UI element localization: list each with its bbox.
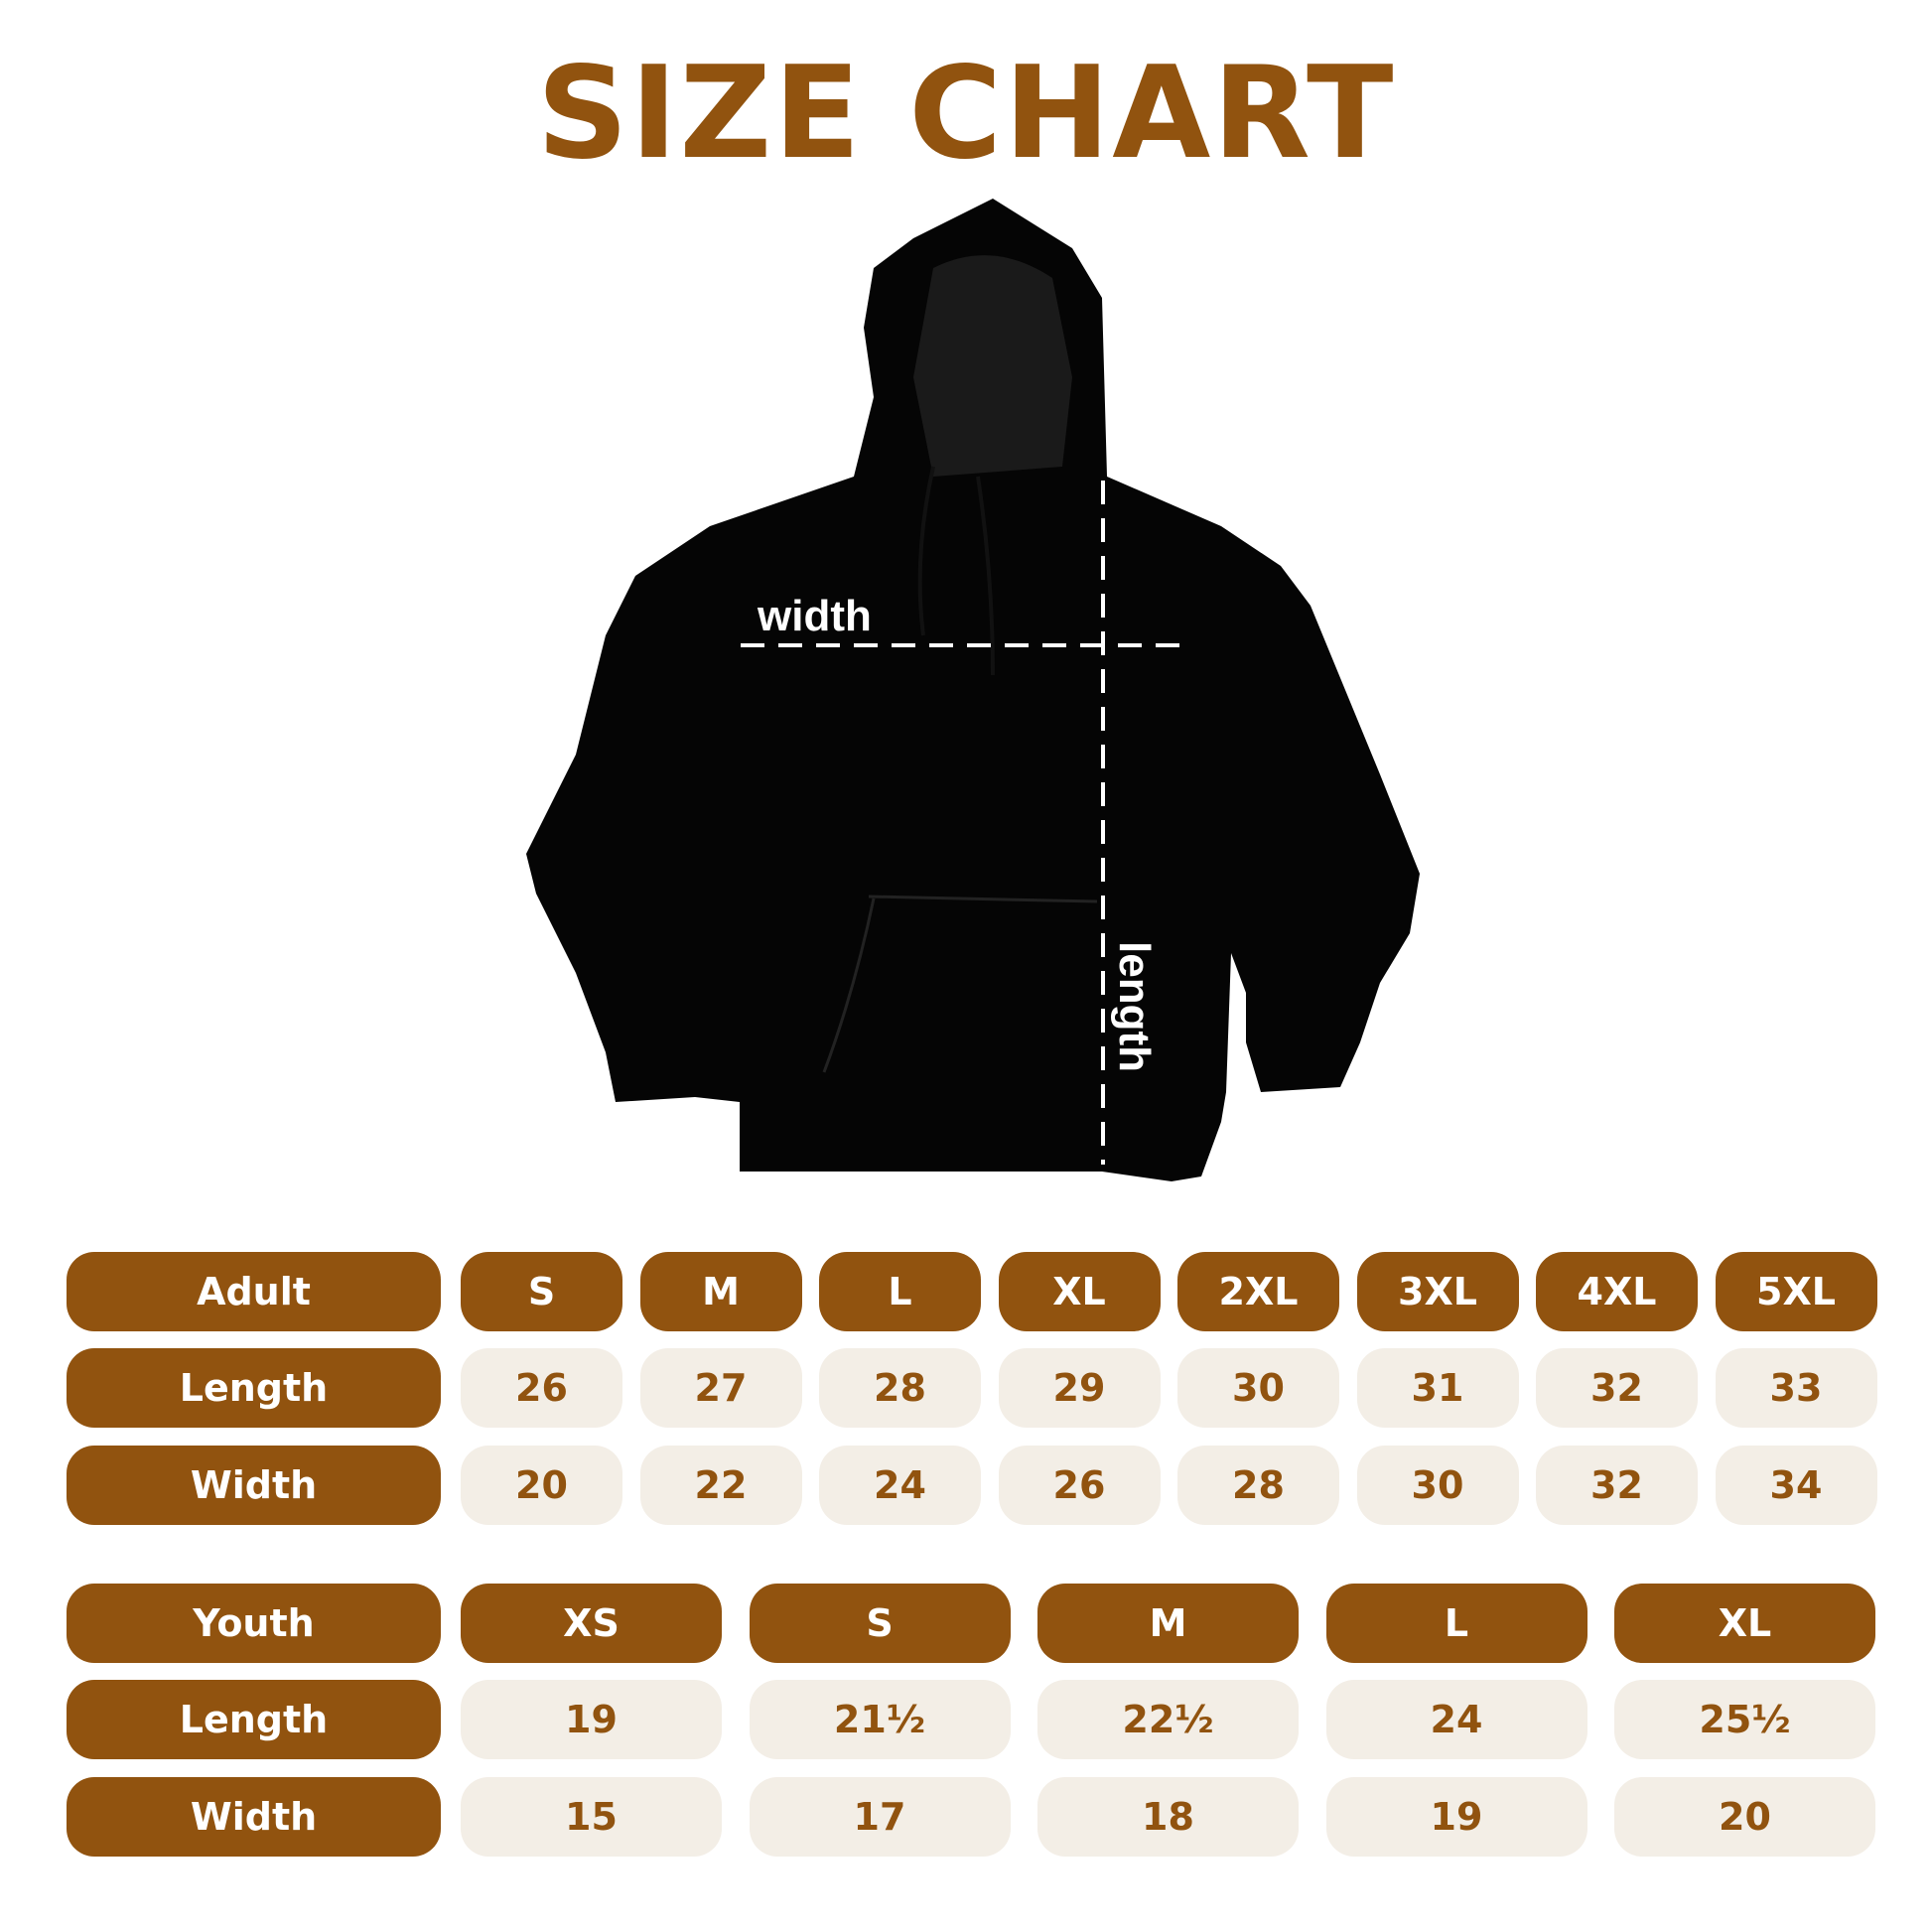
youth-value-cell: 21½: [749, 1680, 1011, 1759]
youth-header-label: Youth: [67, 1584, 441, 1663]
adult-value-cell: 28: [1177, 1446, 1339, 1525]
adult-value-cell: 24: [819, 1446, 981, 1525]
width-label: width: [757, 592, 872, 640]
youth-value-cell: 24: [1325, 1680, 1587, 1759]
youth-size-header: S: [749, 1584, 1011, 1663]
adult-value-cell: 26: [998, 1446, 1161, 1525]
youth-value-cell: 18: [1037, 1777, 1299, 1857]
youth-row-label: Width: [67, 1777, 441, 1857]
adult-size-header: L: [819, 1252, 981, 1331]
adult-size-header: 5XL: [1715, 1252, 1877, 1331]
adult-value-cell: 32: [1536, 1446, 1698, 1525]
adult-header-label: Adult: [67, 1252, 441, 1331]
youth-size-header: XL: [1614, 1584, 1875, 1663]
adult-size-header: 2XL: [1177, 1252, 1339, 1331]
adult-value-cell: 33: [1715, 1348, 1877, 1428]
adult-value-cell: 34: [1715, 1446, 1877, 1525]
length-label: length: [1110, 941, 1159, 1072]
adult-size-header: S: [461, 1252, 622, 1331]
youth-row-label: Length: [67, 1680, 441, 1759]
adult-value-cell: 30: [1356, 1446, 1519, 1525]
page-title: SIZE CHART: [536, 40, 1396, 188]
adult-value-cell: 28: [819, 1348, 981, 1428]
adult-value-cell: 32: [1536, 1348, 1698, 1428]
youth-value-cell: 19: [1325, 1777, 1587, 1857]
adult-size-header: 4XL: [1536, 1252, 1698, 1331]
youth-size-header: M: [1037, 1584, 1299, 1663]
adult-size-header: M: [639, 1252, 802, 1331]
adult-value-cell: 30: [1177, 1348, 1339, 1428]
adult-row-label: Width: [67, 1446, 441, 1525]
adult-size-header: XL: [998, 1252, 1161, 1331]
youth-value-cell: 17: [749, 1777, 1011, 1857]
youth-value-cell: 20: [1614, 1777, 1875, 1857]
adult-value-cell: 29: [998, 1348, 1161, 1428]
youth-value-cell: 22½: [1037, 1680, 1299, 1759]
adult-value-cell: 26: [461, 1348, 622, 1428]
adult-value-cell: 20: [461, 1446, 622, 1525]
youth-value-cell: 15: [461, 1777, 722, 1857]
adult-value-cell: 27: [639, 1348, 802, 1428]
adult-value-cell: 31: [1356, 1348, 1519, 1428]
youth-size-header: L: [1325, 1584, 1587, 1663]
adult-size-header: 3XL: [1356, 1252, 1519, 1331]
youth-size-header: XS: [461, 1584, 722, 1663]
adult-row-label: Length: [67, 1348, 441, 1428]
youth-value-cell: 25½: [1614, 1680, 1875, 1759]
hoodie-illustration: [526, 199, 1420, 1181]
youth-value-cell: 19: [461, 1680, 722, 1759]
adult-value-cell: 22: [639, 1446, 802, 1525]
